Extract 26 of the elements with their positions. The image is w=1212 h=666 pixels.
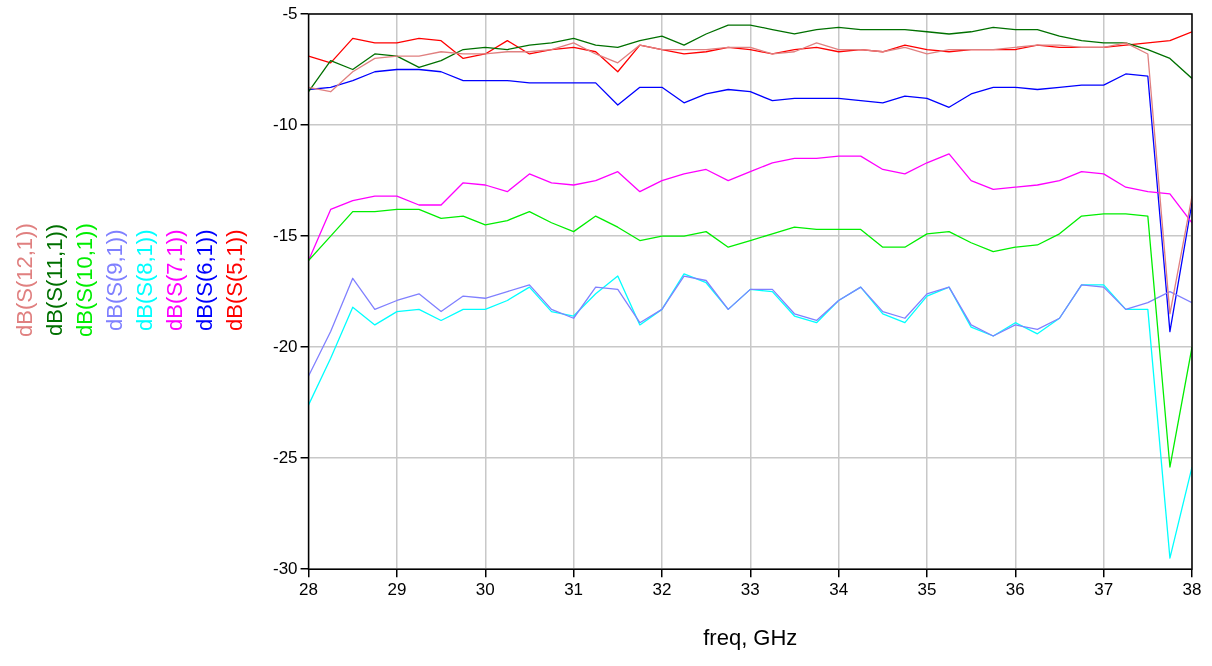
y-tick-label: -25 (272, 447, 298, 467)
x-tick-label: 38 (1182, 580, 1202, 600)
x-tick-label: 33 (740, 580, 760, 600)
text: dB(S(10,1)) (72, 223, 98, 337)
x-tick-label: 36 (1005, 580, 1025, 600)
y-tick-label: -15 (272, 225, 298, 245)
text: dB(S(12,1)) (12, 223, 38, 337)
x-tick-label: 30 (475, 580, 495, 600)
text: dB(S(11,1)) (42, 223, 68, 337)
text: dB(S(5,1)) (222, 229, 248, 331)
x-tick-label: 31 (564, 580, 584, 600)
text: dB(S(7,1)) (162, 229, 188, 331)
text: dB(S(8,1)) (132, 229, 158, 331)
text: dB(S(6,1)) (192, 229, 218, 331)
x-tick-label: 35 (917, 580, 937, 600)
y-tick-label: -30 (272, 558, 298, 578)
x-tick-label: 28 (299, 580, 319, 600)
x-tick-label: 37 (1094, 580, 1114, 600)
x-tick-label: 32 (652, 580, 672, 600)
text: dB(S(9,1)) (102, 229, 128, 331)
y-tick-label: -5 (282, 3, 298, 23)
y-tick-label: -20 (272, 336, 298, 356)
y-tick-label: -10 (272, 114, 298, 134)
x-tick-label: 34 (829, 580, 849, 600)
x-axis-title: freq, GHz (703, 624, 798, 650)
x-tick-label: 29 (387, 580, 407, 600)
